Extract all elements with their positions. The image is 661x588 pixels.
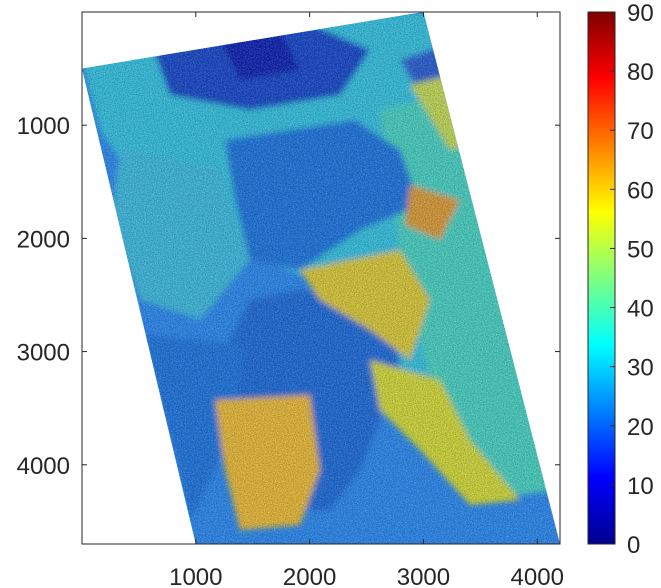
y-tick-label: 1000 [17,113,70,140]
colorbar-tick-label: 30 [627,355,654,382]
x-tick-label: 2000 [283,564,336,588]
colorbar-tick-label: 50 [627,236,654,263]
heatmap-image [82,12,560,544]
x-axis: 1000 2000 3000 4000 [169,12,564,588]
x-tick-label: 4000 [511,564,564,588]
colorbar [587,11,616,545]
colorbar-axis: 0 10 20 30 40 50 60 70 80 90 [610,0,654,559]
colorbar-tick-label: 20 [627,414,654,441]
y-tick-label: 2000 [17,226,70,253]
x-tick-label: 1000 [169,564,222,588]
x-tick-label: 3000 [397,564,450,588]
colorbar-tick-label: 0 [627,532,640,559]
colorbar-tick-label: 80 [627,59,654,86]
colorbar-tick-label: 10 [627,473,654,500]
y-tick-label: 4000 [17,453,70,480]
colorbar-tick-label: 90 [627,0,654,27]
axes-frame [81,11,561,545]
colorbar-tick-label: 70 [627,118,654,145]
y-axis: 1000 2000 3000 4000 [17,113,560,480]
colorbar-tick-label: 40 [627,296,654,323]
colorbar-tick-label: 60 [627,177,654,204]
y-tick-label: 3000 [17,340,70,367]
